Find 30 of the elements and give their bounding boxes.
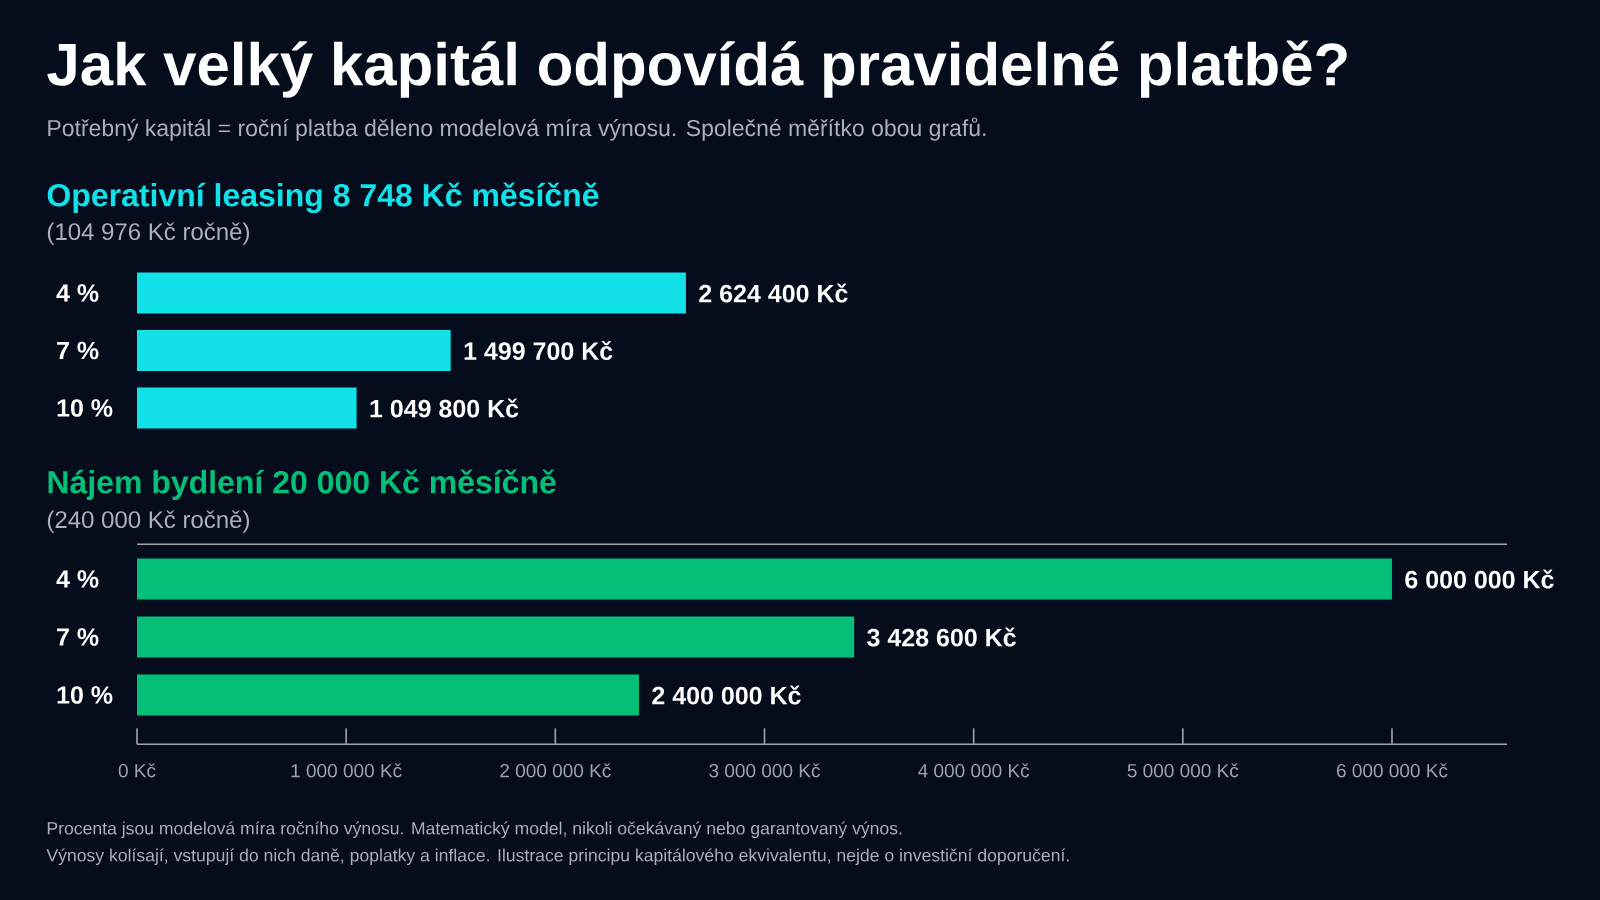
bar <box>137 616 855 658</box>
text: Procenta jsou modelová míra ročního výnosu. Matematický model, nikoli očekávaný nebo garantovaný výnos. <box>47 821 902 839</box>
chart-title: Nájem bydlení 20 000 Kč měsíčně <box>48 469 556 500</box>
data-label: 3 428 600 Kč <box>867 627 1016 647</box>
y-tick-label: 10 % <box>57 399 113 417</box>
data-label: 2 400 000 Kč <box>652 685 801 705</box>
data-label: 2 624 400 Kč <box>699 283 848 303</box>
x-tick-label: 1 000 000 Kč <box>291 763 402 778</box>
x-tick-label: 4 000 000 Kč <box>918 763 1030 778</box>
y-tick-label: 7 % <box>57 628 99 646</box>
chart-title: Operativní leasing 8 748 Kč měsíčně <box>47 182 599 214</box>
x-tick-label: 0 Kč <box>118 763 156 778</box>
chart-subtitle: (104 976 Kč ročně) <box>47 222 249 245</box>
x-tick-label: 5 000 000 Kč <box>1127 763 1239 778</box>
text: Výnosy kolísají, vstupují do nich daně, poplatky a inflace. Ilustrace principu kapitálového ekvivalentu, nejde o investiční doporučení. <box>46 848 1069 866</box>
x-tick-label: 6 000 000 Kč <box>1336 763 1448 778</box>
text: Jak velký kapitál odpovídá pravidelné platbě? <box>47 40 1347 98</box>
y-tick-label: 10 % <box>57 686 113 704</box>
x-tick-label: 3 000 000 Kč <box>709 763 820 778</box>
data-label: 1 049 800 Kč <box>370 398 519 418</box>
data-label: 6 000 000 Kč <box>1405 569 1554 589</box>
text: Potřebný kapitál = roční platba děleno modelová míra výnosu. Společné měřítko obou grafů. <box>48 117 986 141</box>
data-label: 1 499 700 Kč <box>464 341 613 360</box>
y-tick-label: 4 % <box>56 570 99 588</box>
bar <box>137 674 639 716</box>
y-tick-label: 4 % <box>56 284 99 302</box>
x-tick-label: 2 000 000 Kč <box>500 763 611 778</box>
y-tick-label: 7 % <box>57 341 99 360</box>
chart-subtitle: (240 000 Kč ročně) <box>47 510 249 533</box>
bar <box>137 558 1392 600</box>
